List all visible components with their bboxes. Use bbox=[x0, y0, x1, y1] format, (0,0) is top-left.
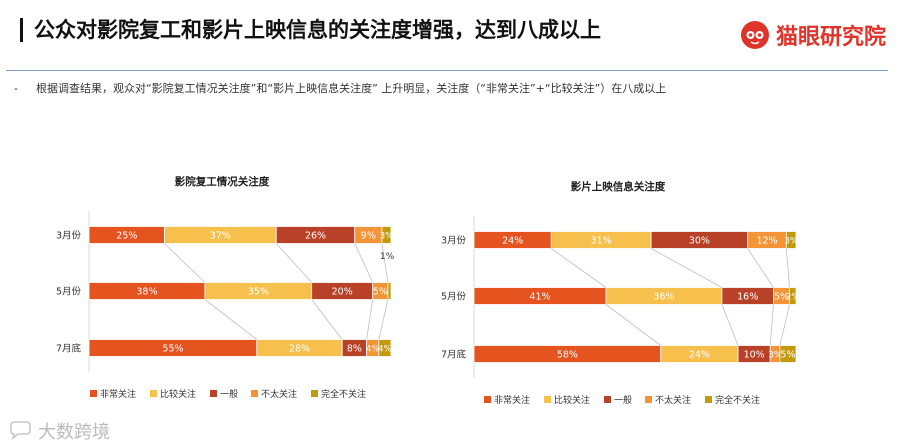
cat-eye-logo-icon bbox=[740, 21, 769, 49]
data-label: 35% bbox=[248, 287, 269, 298]
data-label: 58% bbox=[557, 350, 578, 361]
category-label: 3月份 bbox=[441, 235, 467, 247]
bullet-dash: - bbox=[14, 82, 18, 95]
data-label: 4% bbox=[366, 345, 380, 355]
data-label-outside: 1% bbox=[380, 252, 395, 262]
connector-line bbox=[605, 304, 661, 346]
legend-label: 不太关注 bbox=[655, 394, 691, 406]
connector-line bbox=[769, 304, 774, 346]
category-label: 7月底 bbox=[56, 343, 82, 355]
connector-line bbox=[164, 243, 206, 283]
bar-segment bbox=[381, 226, 392, 244]
data-label: 55% bbox=[162, 344, 183, 355]
legend-label: 非常关注 bbox=[494, 394, 530, 406]
summary-text: - 根据调查结果，观众对“影院复工情况关注度”和“影片上映信息关注度” 上升明显，… bbox=[14, 80, 666, 96]
data-label: 5% bbox=[774, 292, 789, 303]
data-label: 30% bbox=[689, 236, 710, 247]
legend-swatch bbox=[705, 396, 712, 403]
data-label: 28% bbox=[289, 344, 310, 355]
data-label: 3% bbox=[784, 237, 798, 247]
page-header: 公众对影院复工和影片上映信息的关注度增强，达到八成以上 猫眼研究院 bbox=[0, 0, 900, 70]
data-label: 4% bbox=[378, 345, 392, 355]
connector-line bbox=[381, 243, 389, 283]
brand-name: 猫眼研究院 bbox=[775, 25, 886, 50]
data-label: 8% bbox=[347, 344, 362, 355]
legend-label: 完全不关注 bbox=[321, 388, 366, 400]
connector-line bbox=[551, 248, 607, 288]
legend-swatch bbox=[604, 396, 611, 403]
connector-line bbox=[378, 299, 389, 340]
legend-label: 非常关注 bbox=[100, 388, 136, 400]
brand: 猫眼研究院 bbox=[740, 18, 886, 52]
chart-title: 影片上映信息关注度 bbox=[571, 180, 666, 193]
data-label: 10% bbox=[744, 350, 765, 361]
legend-label: 比较关注 bbox=[160, 388, 196, 400]
data-label: 2% bbox=[786, 293, 800, 303]
legend-label: 比较关注 bbox=[554, 394, 590, 406]
legend-swatch bbox=[90, 390, 97, 397]
connector-line bbox=[747, 248, 774, 288]
page-title: 公众对影院复工和影片上映信息的关注度增强，达到八成以上 bbox=[34, 18, 601, 42]
data-label: 37% bbox=[210, 231, 231, 242]
data-label: 31% bbox=[591, 236, 612, 247]
title-accent-bar bbox=[20, 18, 23, 42]
legend-swatch bbox=[484, 396, 491, 403]
connector-line bbox=[650, 248, 723, 288]
data-label: 12% bbox=[756, 236, 777, 247]
connector-line bbox=[366, 299, 374, 340]
connector-line bbox=[785, 248, 790, 288]
category-label: 3月份 bbox=[56, 230, 82, 242]
connector-line bbox=[354, 243, 374, 283]
summary-sentence: 根据调查结果，观众对“影院复工情况关注度”和“影片上映信息关注度” 上升明显，关… bbox=[35, 82, 667, 95]
data-label: 25% bbox=[116, 231, 137, 242]
bar-segment bbox=[387, 282, 392, 300]
data-label: 3% bbox=[380, 232, 394, 242]
legend-swatch bbox=[251, 390, 258, 397]
data-label: 41% bbox=[529, 292, 550, 303]
data-label: 5% bbox=[780, 350, 795, 361]
watermark: 大数跨境 bbox=[8, 418, 110, 444]
legend-label: 一般 bbox=[220, 388, 238, 400]
header-divider bbox=[6, 70, 888, 71]
data-label: 38% bbox=[136, 287, 157, 298]
watermark-text: 大数跨境 bbox=[38, 422, 110, 443]
data-label: 24% bbox=[689, 350, 710, 361]
category-label: 5月份 bbox=[56, 286, 82, 298]
category-label: 7月底 bbox=[441, 349, 467, 361]
connector-line bbox=[779, 304, 790, 346]
legend-label: 不太关注 bbox=[261, 388, 297, 400]
data-label: 36% bbox=[653, 292, 674, 303]
data-label: 16% bbox=[737, 292, 758, 303]
data-label: 5% bbox=[373, 287, 388, 298]
connector-line bbox=[275, 243, 312, 283]
connector-line bbox=[311, 299, 343, 340]
data-label: 24% bbox=[502, 236, 523, 247]
connector-line bbox=[721, 304, 739, 346]
bar-segment bbox=[779, 345, 797, 363]
legend-swatch bbox=[645, 396, 652, 403]
bar-segment bbox=[785, 231, 797, 249]
category-label: 5月份 bbox=[441, 291, 467, 303]
legend-label: 完全不关注 bbox=[715, 394, 760, 406]
legend-swatch bbox=[150, 390, 157, 397]
chat-bubble-icon bbox=[10, 421, 31, 441]
connector-line bbox=[204, 299, 258, 340]
data-label: 26% bbox=[305, 231, 326, 242]
legend-swatch bbox=[544, 396, 551, 403]
data-label: 20% bbox=[332, 287, 353, 298]
data-label: 3% bbox=[768, 351, 782, 361]
legend-swatch bbox=[311, 390, 318, 397]
data-label: 9% bbox=[361, 231, 376, 242]
legend-swatch bbox=[210, 390, 217, 397]
chart-title: 影院复工情况关注度 bbox=[175, 175, 270, 188]
bar-segment bbox=[378, 339, 392, 357]
bar-segment bbox=[789, 287, 797, 305]
legend-label: 一般 bbox=[614, 394, 632, 406]
